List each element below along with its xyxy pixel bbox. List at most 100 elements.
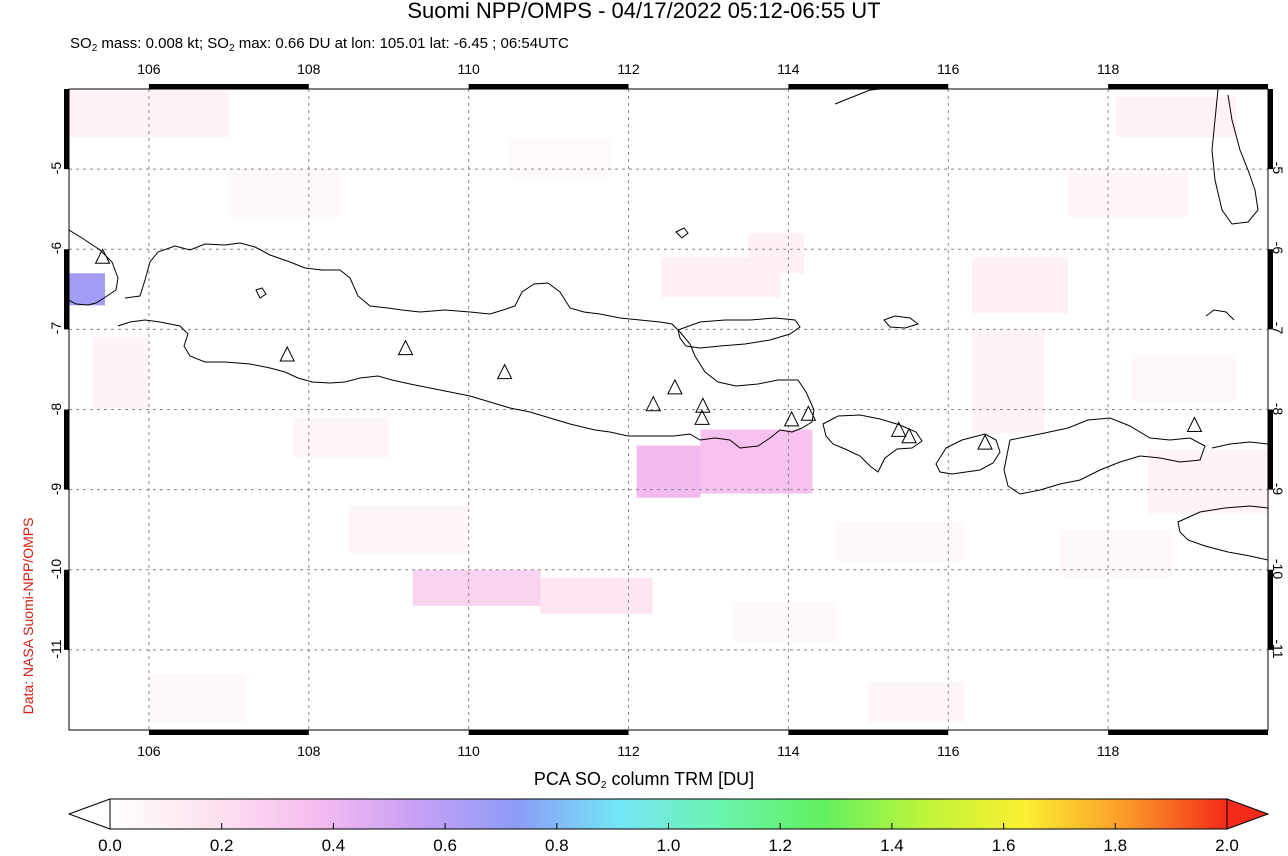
frame-bar-left bbox=[64, 89, 69, 170]
map-title: Suomi NPP/OMPS - 04/17/2022 05:12-06:55 … bbox=[407, 0, 881, 23]
so2-pixel bbox=[1132, 353, 1237, 402]
subtitle-part: max: 0.66 DU at lon: 105.01 lat: -6.45 ;… bbox=[234, 35, 569, 52]
volcano-triangle-icon bbox=[667, 378, 683, 395]
volcano-triangle-icon bbox=[695, 397, 711, 413]
colorbar-tick-label: 1.8 bbox=[1103, 836, 1128, 855]
lon-tick-label: 108 bbox=[297, 61, 321, 77]
lon-tick-label: 114 bbox=[777, 61, 800, 77]
thousand-islands bbox=[255, 287, 267, 299]
lon-tick-label: 116 bbox=[937, 743, 960, 759]
subtitle-subscript: 2 bbox=[228, 43, 235, 54]
so2-pixel bbox=[1060, 529, 1173, 578]
volcano-triangle-icon bbox=[977, 434, 993, 450]
volcano-triangle-icon bbox=[800, 405, 817, 421]
subtitle-subscript: 2 bbox=[91, 43, 98, 54]
colorbar-tick-label: 2.0 bbox=[1215, 836, 1239, 855]
so2-pixel bbox=[636, 445, 701, 498]
so2-pixel bbox=[292, 417, 389, 458]
lat-tick-label: -9 bbox=[1270, 482, 1286, 495]
so2-pixel bbox=[148, 673, 245, 722]
so2-pixel bbox=[732, 601, 837, 642]
lon-tick-label: 110 bbox=[457, 61, 480, 77]
subtitle-part: SO bbox=[70, 35, 92, 52]
lon-tick-label: 116 bbox=[937, 61, 960, 77]
colorbar-tick-label: 1.4 bbox=[880, 836, 904, 855]
lat-tick-label: -7 bbox=[48, 322, 64, 335]
so2-pixel bbox=[540, 577, 653, 614]
frame-bar-left bbox=[64, 569, 69, 650]
so2-pixel bbox=[868, 681, 965, 722]
colorbar-tick-label: 1.6 bbox=[991, 836, 1016, 855]
so2-pixel bbox=[228, 169, 341, 218]
so2-pixel bbox=[348, 505, 469, 554]
colorbar-tick-label: 0.4 bbox=[321, 836, 346, 855]
lon-tick-label: 106 bbox=[137, 743, 161, 759]
volcano-triangle-icon bbox=[890, 421, 907, 437]
volcano-triangle-icon bbox=[694, 409, 710, 425]
lat-tick-label: -10 bbox=[48, 558, 64, 579]
subtitle-part: mass: 0.008 kt; SO bbox=[97, 35, 229, 52]
lat-tick-label: -11 bbox=[48, 639, 64, 659]
lon-tick-label: 110 bbox=[457, 743, 480, 759]
bali-coast bbox=[822, 414, 923, 473]
lat-tick-label: -10 bbox=[1270, 558, 1286, 579]
coastline-layer bbox=[69, 89, 1268, 561]
frame-bar-top bbox=[468, 84, 629, 89]
lon-tick-label: 114 bbox=[777, 743, 800, 759]
so2-pixel-layer bbox=[69, 89, 1268, 722]
map-subtitle: SO2 mass: 0.008 kt; SO2 max: 0.66 DU at … bbox=[70, 35, 569, 54]
lon-tick-label: 108 bbox=[297, 743, 321, 759]
lon-tick-label: 112 bbox=[617, 743, 640, 759]
bawean-island bbox=[1205, 309, 1235, 321]
frame-bar-right bbox=[1268, 249, 1273, 330]
colorbar-tick-label: 0.0 bbox=[98, 836, 122, 855]
frame-bar-top bbox=[148, 84, 309, 89]
frame-bar-bottom bbox=[788, 730, 949, 735]
map-grid bbox=[69, 89, 1268, 730]
colorbar-tick-label: 1.2 bbox=[768, 836, 792, 855]
frame-bar-right bbox=[1268, 409, 1273, 490]
so2-pixel bbox=[972, 329, 1045, 434]
so2-pixel bbox=[412, 569, 541, 606]
volcano-triangle-icon bbox=[901, 427, 917, 444]
lat-tick-label: -6 bbox=[48, 242, 64, 255]
sumba-coast bbox=[1177, 505, 1268, 561]
lat-tick-label: -8 bbox=[1270, 402, 1286, 415]
lat-tick-label: -6 bbox=[1270, 242, 1286, 255]
so2-pixel bbox=[748, 233, 805, 274]
lat-tick-label: -8 bbox=[48, 402, 64, 415]
so2-pixel bbox=[508, 137, 613, 178]
lat-tick-label: -11 bbox=[1270, 639, 1286, 659]
flores-coast bbox=[1211, 441, 1268, 449]
so2-pixel bbox=[69, 273, 105, 306]
so2-pixel bbox=[836, 521, 965, 562]
frame-bar-right bbox=[1268, 569, 1273, 650]
colorbar-title: PCA SO2 column TRM [DU] bbox=[0, 769, 1288, 791]
so2-pixel bbox=[1068, 169, 1189, 218]
colorbar-tick-label: 1.0 bbox=[656, 836, 681, 855]
map-frame bbox=[64, 84, 1273, 735]
colorbar-tick-label: 0.2 bbox=[209, 836, 234, 855]
volcano-triangle-icon bbox=[279, 345, 296, 362]
frame-bar-bottom bbox=[148, 730, 309, 735]
lon-tick-label: 118 bbox=[1096, 61, 1120, 77]
lat-tick-label: -5 bbox=[48, 161, 64, 175]
sumbawa-coast bbox=[1003, 417, 1206, 495]
frame-bar-left bbox=[64, 409, 69, 490]
so2-pixel bbox=[1148, 449, 1268, 514]
frame-bar-top bbox=[1108, 84, 1268, 89]
frame-bar-bottom bbox=[1108, 730, 1268, 735]
volcano-triangle-icon bbox=[1186, 416, 1203, 433]
volcano-triangle-icon bbox=[645, 395, 662, 412]
volcano-triangle-icon bbox=[496, 363, 513, 380]
volcano-triangle-icon bbox=[397, 339, 414, 356]
colorbar-min-arrow bbox=[67, 798, 111, 830]
so2-pixel bbox=[92, 337, 149, 410]
lon-tick-label: 118 bbox=[1096, 743, 1120, 759]
frame-bar-right bbox=[1268, 89, 1273, 170]
frame-bar-left bbox=[64, 249, 69, 330]
frame-bar-top bbox=[788, 84, 949, 89]
volcano-triangle-icon bbox=[94, 248, 111, 264]
colorbar-title-part: column TRM [DU] bbox=[606, 769, 755, 789]
